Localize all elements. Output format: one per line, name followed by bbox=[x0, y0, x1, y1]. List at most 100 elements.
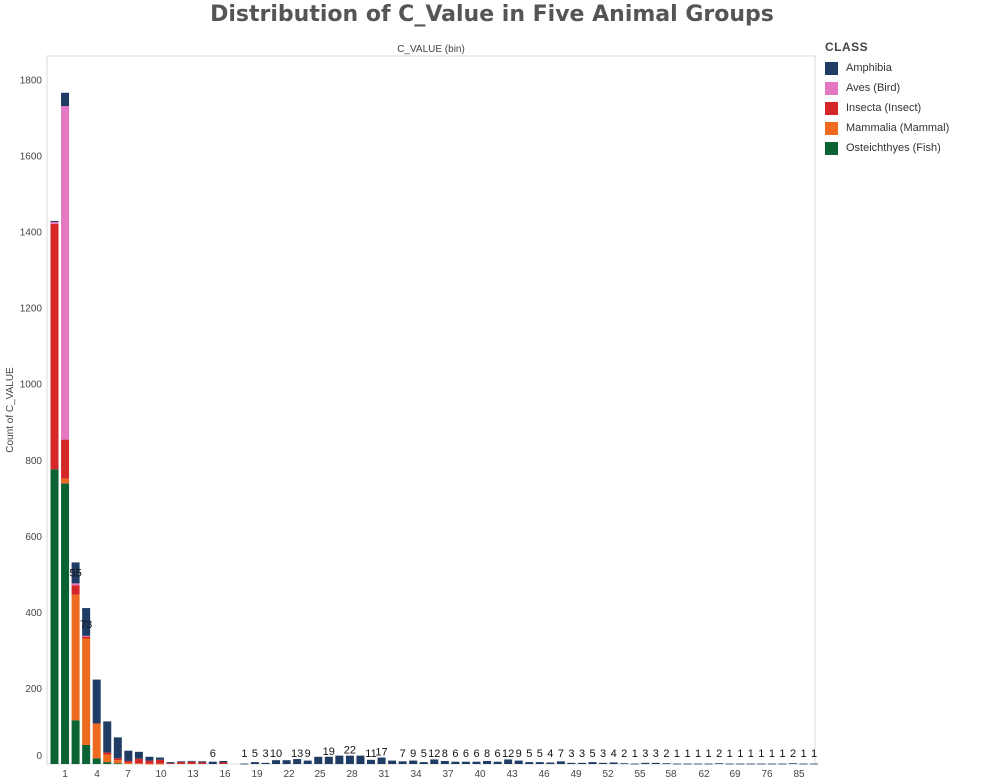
bar-segment[interactable] bbox=[166, 763, 175, 765]
bar-segment[interactable] bbox=[219, 760, 228, 763]
bar-segment[interactable] bbox=[50, 222, 59, 224]
bar-segment[interactable] bbox=[82, 635, 91, 637]
bar-segment[interactable] bbox=[324, 756, 333, 764]
bar-segment[interactable] bbox=[514, 760, 523, 764]
bar-segment[interactable] bbox=[198, 761, 207, 763]
bar-segment[interactable] bbox=[156, 759, 164, 764]
bar-segment[interactable] bbox=[314, 756, 323, 764]
bar-segment[interactable] bbox=[61, 92, 70, 107]
bar-segment[interactable] bbox=[672, 763, 681, 765]
bar-segment[interactable] bbox=[82, 608, 91, 636]
bar-segment[interactable] bbox=[92, 723, 101, 725]
bar-segment[interactable] bbox=[71, 585, 80, 595]
bar-segment[interactable] bbox=[82, 636, 91, 639]
bar-segment[interactable] bbox=[388, 760, 397, 764]
legend-item-aves[interactable]: Aves (Bird) bbox=[825, 78, 980, 98]
bar-segment[interactable] bbox=[124, 750, 133, 761]
bar-segment[interactable] bbox=[156, 757, 164, 760]
bar-segment[interactable] bbox=[177, 761, 186, 763]
bar-segment[interactable] bbox=[177, 762, 186, 764]
bar-segment[interactable] bbox=[293, 759, 302, 764]
bar-segment[interactable] bbox=[61, 478, 70, 484]
legend-item-osteichthyes[interactable]: Osteichthyes (Fish) bbox=[825, 138, 980, 158]
bar-segment[interactable] bbox=[630, 763, 639, 765]
bar-segment[interactable] bbox=[166, 762, 175, 764]
bar-segment[interactable] bbox=[472, 761, 481, 764]
bar-segment[interactable] bbox=[103, 754, 112, 763]
bar-segment[interactable] bbox=[567, 762, 576, 764]
bar-segment[interactable] bbox=[113, 760, 122, 764]
bar-segment[interactable] bbox=[134, 758, 143, 764]
bar-segment[interactable] bbox=[156, 763, 164, 765]
bar-segment[interactable] bbox=[187, 760, 196, 762]
bar-segment[interactable] bbox=[71, 594, 80, 721]
bar-segment[interactable] bbox=[504, 759, 513, 764]
bar-segment[interactable] bbox=[272, 760, 281, 764]
bar-segment[interactable] bbox=[250, 762, 259, 764]
bar-segment[interactable] bbox=[451, 761, 460, 764]
bar-segment[interactable] bbox=[145, 760, 154, 764]
bar-segment[interactable] bbox=[398, 761, 407, 764]
bar-segment[interactable] bbox=[651, 762, 660, 764]
bar-segment[interactable] bbox=[303, 760, 312, 764]
bar-segment[interactable] bbox=[145, 763, 154, 765]
bar-segment[interactable] bbox=[103, 752, 112, 755]
bar-segment[interactable] bbox=[799, 763, 808, 765]
bar-segment[interactable] bbox=[725, 763, 734, 765]
legend-item-insecta[interactable]: Insecta (Insect) bbox=[825, 98, 980, 118]
bar-segment[interactable] bbox=[71, 583, 80, 586]
bar-segment[interactable] bbox=[50, 220, 59, 223]
bar-segment[interactable] bbox=[82, 638, 91, 745]
bar-segment[interactable] bbox=[493, 761, 502, 764]
bar-segment[interactable] bbox=[71, 562, 80, 584]
bar-segment[interactable] bbox=[335, 755, 344, 764]
bar-segment[interactable] bbox=[683, 763, 692, 765]
bar-segment[interactable] bbox=[367, 759, 375, 764]
bar-segment[interactable] bbox=[113, 758, 122, 761]
bar-segment[interactable] bbox=[113, 737, 122, 759]
bar-segment[interactable] bbox=[345, 755, 354, 764]
bar-segment[interactable] bbox=[261, 762, 270, 764]
bar-segment[interactable] bbox=[461, 761, 470, 764]
bar-segment[interactable] bbox=[103, 762, 112, 764]
bar-segment[interactable] bbox=[134, 763, 143, 765]
bar-segment[interactable] bbox=[92, 758, 101, 764]
bar-segment[interactable] bbox=[61, 483, 70, 764]
bar-segment[interactable] bbox=[662, 763, 671, 765]
bar-segment[interactable] bbox=[409, 760, 418, 764]
bar-segment[interactable] bbox=[483, 760, 492, 764]
bar-segment[interactable] bbox=[715, 763, 724, 765]
bar-segment[interactable] bbox=[525, 762, 534, 764]
bar-segment[interactable] bbox=[61, 106, 70, 440]
bar-segment[interactable] bbox=[92, 724, 101, 759]
bar-segment[interactable] bbox=[113, 763, 122, 765]
bar-segment[interactable] bbox=[556, 761, 565, 764]
bar-segment[interactable] bbox=[240, 763, 249, 765]
bar-segment[interactable] bbox=[746, 763, 755, 765]
bar-segment[interactable] bbox=[219, 762, 228, 764]
bar-segment[interactable] bbox=[124, 762, 133, 764]
bar-segment[interactable] bbox=[546, 762, 555, 764]
bar-segment[interactable] bbox=[599, 762, 608, 764]
bar-segment[interactable] bbox=[620, 763, 629, 765]
bar-segment[interactable] bbox=[609, 762, 618, 764]
bar-segment[interactable] bbox=[641, 762, 650, 764]
bar-segment[interactable] bbox=[767, 763, 776, 765]
bar-segment[interactable] bbox=[419, 762, 428, 764]
bar-segment[interactable] bbox=[588, 762, 597, 764]
legend-item-amphibia[interactable]: Amphibia bbox=[825, 58, 980, 78]
bar-segment[interactable] bbox=[282, 760, 291, 764]
legend-item-mammalia[interactable]: Mammalia (Mammal) bbox=[825, 118, 980, 138]
bar-segment[interactable] bbox=[124, 760, 133, 763]
bar-segment[interactable] bbox=[198, 762, 207, 764]
bar-segment[interactable] bbox=[757, 763, 766, 765]
bar-segment[interactable] bbox=[810, 763, 819, 765]
bar-segment[interactable] bbox=[694, 763, 703, 765]
bar-segment[interactable] bbox=[50, 469, 59, 764]
bar-segment[interactable] bbox=[50, 223, 59, 470]
bar-segment[interactable] bbox=[134, 751, 143, 759]
bar-segment[interactable] bbox=[789, 763, 797, 765]
bar-segment[interactable] bbox=[92, 679, 101, 724]
bar-segment[interactable] bbox=[356, 755, 365, 764]
bar-segment[interactable] bbox=[103, 721, 112, 753]
